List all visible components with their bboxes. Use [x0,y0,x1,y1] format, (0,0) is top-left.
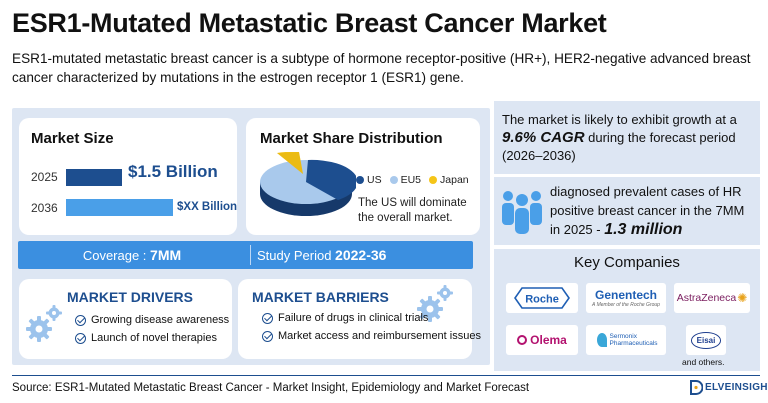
cases-box: diagnosed prevalent cases of HR positive… [494,177,760,245]
bar-2036 [66,199,173,216]
market-share-note: The US will dominate the overall market. [358,197,467,224]
eisai-logo: Eisai [686,325,726,355]
d-logo-icon [690,380,703,395]
check-icon [75,314,86,326]
market-barriers-heading: MARKET BARRIERS [252,289,389,305]
source-note: Source: ESR1-Mutated Metastatic Breast C… [12,382,530,394]
roche-logo: Roche [506,283,578,313]
astrazeneca-logo: AstraZeneca ✺ [674,283,750,313]
olema-logo: Olema [506,325,578,355]
delveinsight-logo: ELVEINSIGHT [690,380,768,395]
year-2025-label: 2025 [31,170,58,184]
market-share-heading: Market Share Distribution [260,130,443,147]
value-2025: $1.5 Billion [128,162,218,181]
barrier-item: Market access and reimbursement issues [262,330,481,342]
year-2036-label: 2036 [31,201,58,215]
check-icon [262,330,273,342]
page-description: ESR1-mutated metastatic breast cancer is… [12,51,751,85]
growth-text: The market is likely to exhibit growth a… [502,112,737,163]
check-icon [262,312,273,324]
page-title: ESR1-Mutated Metastatic Breast Cancer Ma… [12,8,607,38]
barrier-item: Failure of drugs in clinical trials [262,312,428,324]
legend-item-eu5: EU5 [389,174,421,186]
legend-item-us: US [356,174,382,186]
band-divider [250,245,251,265]
genentech-logo: Genentech A Member of the Roche Group [586,283,666,313]
footer-divider [12,375,760,376]
key-companies-box: Key Companies Roche Genentech A Member o… [494,249,760,371]
check-icon [75,332,86,344]
market-share-pie-icon [260,152,356,216]
market-share-card: Market Share Distribution US EU5 Japan T… [246,118,480,235]
key-companies-heading: Key Companies [574,254,680,271]
market-drivers-heading: MARKET DRIVERS [67,289,194,305]
others-label: and others. [682,357,725,367]
pie-legend: US EU5 Japan [356,174,469,186]
sermonix-logo: Sermonix Pharmaceuticals [586,325,666,355]
people-icon [502,191,542,234]
market-size-heading: Market Size [31,130,114,147]
gear-icon [26,305,62,342]
growth-box: The market is likely to exhibit growth a… [494,101,760,174]
driver-item: Growing disease awareness [75,314,229,326]
cases-text: diagnosed prevalent cases of HR positive… [550,184,745,238]
study-period: Study Period 2022-36 [257,247,387,263]
market-drivers-card: MARKET DRIVERS Growing disease awareness… [19,279,232,359]
gear-icon [417,285,453,322]
legend-item-japan: Japan [429,174,469,186]
svg-text:Roche: Roche [525,294,559,306]
bar-2025 [66,169,122,186]
coverage-band: Coverage : 7MM Study Period 2022-36 [18,241,473,269]
driver-item: Launch of novel therapies [75,332,217,344]
market-barriers-card: MARKET BARRIERS Failure of drugs in clin… [238,279,481,359]
coverage: Coverage : 7MM [82,247,182,263]
market-size-card: Market Size 2025 $1.5 Billion 2036 $XX B… [19,118,237,235]
value-2036: $XX Billion [177,201,238,213]
